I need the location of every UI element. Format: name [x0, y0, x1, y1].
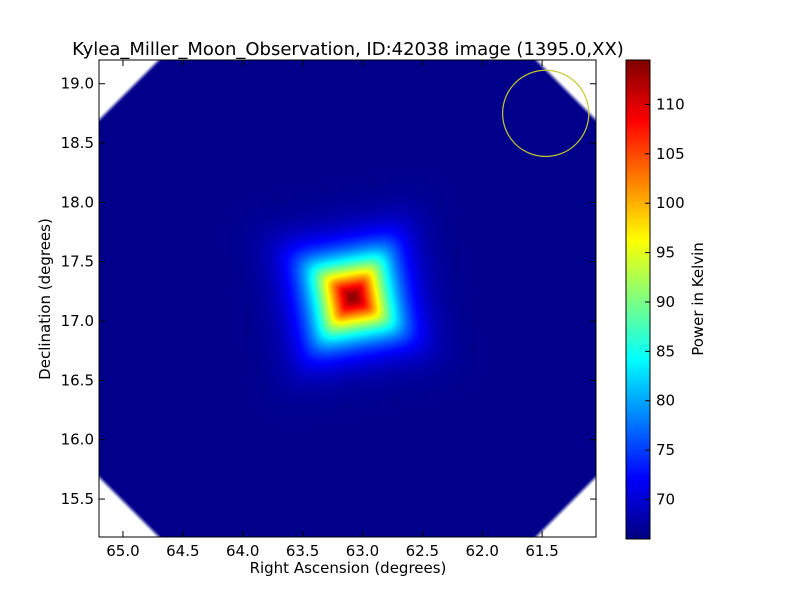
colorbar-tick-label: 95 — [656, 244, 675, 262]
x-tick-label: 62.0 — [466, 542, 499, 560]
y-tick-label: 17.5 — [61, 253, 94, 271]
colorbar-tick-label: 100 — [656, 194, 685, 212]
colorbar-gradient — [626, 60, 650, 539]
colorbar-tick-label: 70 — [656, 490, 675, 508]
plot-area — [98, 59, 597, 538]
colorbar-tick-label: 110 — [656, 95, 685, 113]
heatmap-image — [99, 60, 596, 537]
colorbar-ticks: 70 75 80 85 90 95 100 105 110 — [645, 95, 685, 508]
x-tick-label: 62.5 — [406, 542, 439, 560]
colorbar-tick-label: 90 — [656, 293, 675, 311]
plot-frame — [98, 59, 597, 538]
x-tick-label: 65.0 — [106, 542, 139, 560]
colorbar-label: Power in Kelvin — [689, 242, 707, 356]
x-tick-label: 63.0 — [346, 542, 379, 560]
colorbar-tick-label: 85 — [656, 342, 675, 360]
x-tick-label: 63.5 — [286, 542, 319, 560]
y-axis: 15.5 16.0 16.5 17.0 17.5 18.0 18.5 19.0 — [61, 75, 596, 508]
y-tick-label: 17.0 — [61, 312, 94, 330]
colorbar: 70 75 80 85 90 95 100 105 110 Power in Kelvin — [625, 59, 707, 540]
x-tick-label: 61.5 — [525, 542, 558, 560]
y-tick-label: 18.0 — [61, 193, 94, 211]
y-tick-label: 16.0 — [61, 431, 94, 449]
y-axis-label: Declination (degrees) — [36, 218, 54, 380]
colorbar-frame — [625, 59, 651, 540]
x-axis-label: Right Ascension (degrees) — [250, 559, 447, 577]
beam-circle — [501, 69, 590, 158]
chart-title: Kylea_Miller_Moon_Observation, ID:42038 … — [72, 39, 624, 60]
y-tick-label: 18.5 — [61, 134, 94, 152]
y-tick-label: 16.5 — [61, 371, 94, 389]
y-tick-label: 15.5 — [61, 490, 94, 508]
colorbar-tick-label: 105 — [656, 145, 685, 163]
colorbar-tick-label: 75 — [656, 441, 675, 459]
x-tick-label: 64.0 — [226, 542, 259, 560]
y-tick-label: 19.0 — [61, 75, 94, 93]
x-tick-label: 64.5 — [166, 542, 199, 560]
x-axis: 65.0 64.5 64.0 63.5 63.0 62.5 62.0 61.5 — [106, 60, 559, 560]
colorbar-tick-label: 80 — [656, 392, 675, 410]
